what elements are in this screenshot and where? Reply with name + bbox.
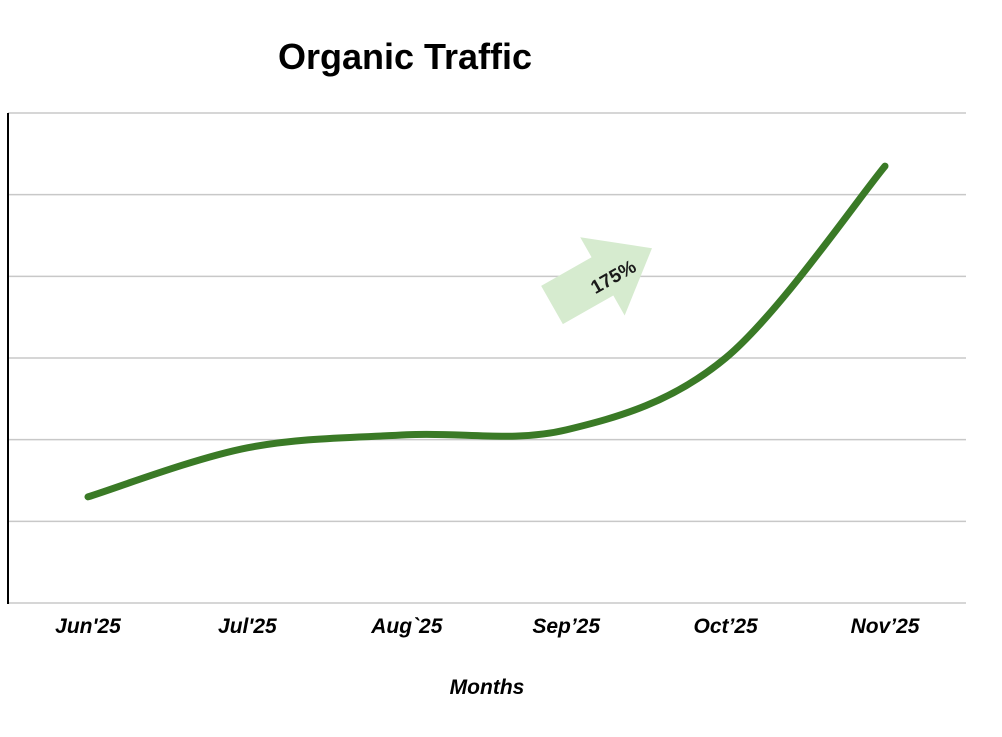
growth-annotation: 175%	[541, 237, 652, 325]
x-axis-label: Months	[450, 676, 525, 699]
x-tick-label: Oct’25	[693, 615, 758, 638]
x-tick-label: Jul'25	[218, 615, 277, 638]
x-tick-label: Jun'25	[55, 615, 121, 638]
grid-lines	[8, 112, 966, 604]
chart-title: Organic Traffic	[278, 36, 532, 77]
series-line-organic-traffic	[84, 162, 889, 501]
growth-arrow-icon	[541, 237, 652, 325]
x-tick-label: Nov’25	[851, 615, 920, 638]
x-tick-label: Aug`25	[370, 615, 442, 638]
x-axis-tick-labels: Jun'25 Jul'25 Aug`25 Sep’25 Oct’25 Nov’25	[55, 615, 920, 638]
x-tick-label: Sep’25	[532, 615, 600, 638]
